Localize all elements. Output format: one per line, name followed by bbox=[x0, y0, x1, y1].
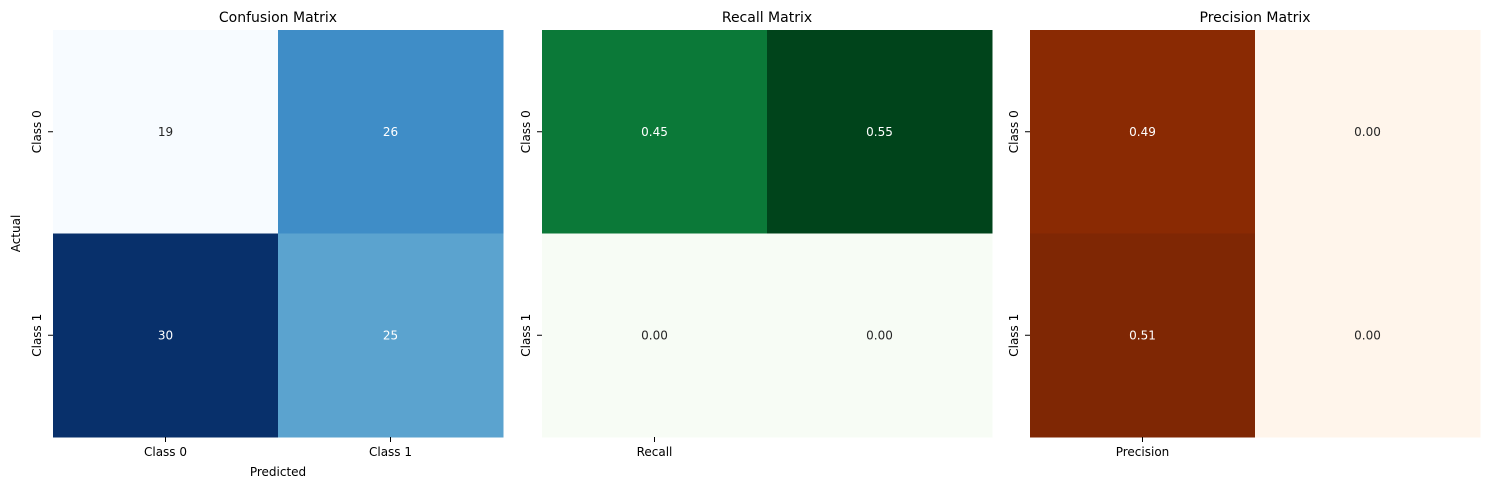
y-tick-label: Class 1 bbox=[1007, 314, 1021, 357]
cell-value-label: 0.55 bbox=[866, 125, 893, 139]
heatmap-cell-r1-c0 bbox=[53, 233, 279, 438]
cell-value-label: 0.51 bbox=[1129, 328, 1156, 342]
heatmap-cell-r1-c1 bbox=[1255, 233, 1481, 438]
chart-title: Confusion Matrix bbox=[219, 10, 337, 26]
cell-value-label: 26 bbox=[383, 125, 398, 139]
cell-value-label: 30 bbox=[158, 328, 173, 342]
y-tick-label: Class 0 bbox=[1007, 110, 1021, 153]
heatmap-panel-2: 0.45 0.55 0.00 0.00 Recall Matrix Class 0 Clas… bbox=[519, 10, 993, 459]
y-tick-label: Class 1 bbox=[30, 314, 44, 357]
x-axis-label: Predicted bbox=[250, 465, 306, 479]
chart-title: Precision Matrix bbox=[1200, 10, 1311, 26]
cell-value-label: 0.00 bbox=[1354, 125, 1381, 139]
cell-value-label: 0.00 bbox=[1354, 328, 1381, 342]
y-tick-label: Class 1 bbox=[519, 314, 533, 357]
y-tick-label: Class 0 bbox=[519, 110, 533, 153]
cell-value-label: 0.45 bbox=[641, 125, 668, 139]
heatmap-cell-r1-c1 bbox=[767, 233, 993, 438]
cell-value-label: 0.49 bbox=[1129, 125, 1156, 139]
heatmap-cell-r1-c0 bbox=[542, 233, 768, 438]
heatmap-panel-3: 0.49 0.00 0.51 0.00 Precision Matrix Class 0 C… bbox=[1007, 10, 1481, 459]
y-axis-label: Actual bbox=[9, 215, 23, 253]
cell-value-label: 19 bbox=[158, 125, 173, 139]
heatmap-cell-r1-c1 bbox=[278, 233, 504, 438]
x-tick-label: Class 0 bbox=[144, 445, 187, 459]
x-tick-label: Precision bbox=[1116, 445, 1170, 459]
heatmap-cell-r0-c0 bbox=[53, 30, 279, 234]
heatmap-cell-r0-c1 bbox=[1255, 30, 1481, 234]
y-tick-label: Class 0 bbox=[30, 110, 44, 153]
heatmap-cell-r0-c1 bbox=[767, 30, 993, 234]
heatmap-cell-r0-c1 bbox=[278, 30, 504, 234]
heatmap-cell-r1-c0 bbox=[1030, 233, 1256, 438]
cell-value-label: 0.00 bbox=[641, 328, 668, 342]
heatmap-panel-1: 19 26 30 25 Confusion Matrix Class 0 Class 1 Cl… bbox=[9, 10, 504, 479]
x-tick-label: Class 1 bbox=[369, 445, 412, 459]
cell-value-label: 25 bbox=[383, 328, 398, 342]
cell-value-label: 0.00 bbox=[866, 328, 893, 342]
heatmap-cell-r0-c0 bbox=[542, 30, 768, 234]
chart-title: Recall Matrix bbox=[722, 10, 812, 26]
heatmap-cell-r0-c0 bbox=[1030, 30, 1256, 234]
x-tick-label: Recall bbox=[637, 445, 673, 459]
